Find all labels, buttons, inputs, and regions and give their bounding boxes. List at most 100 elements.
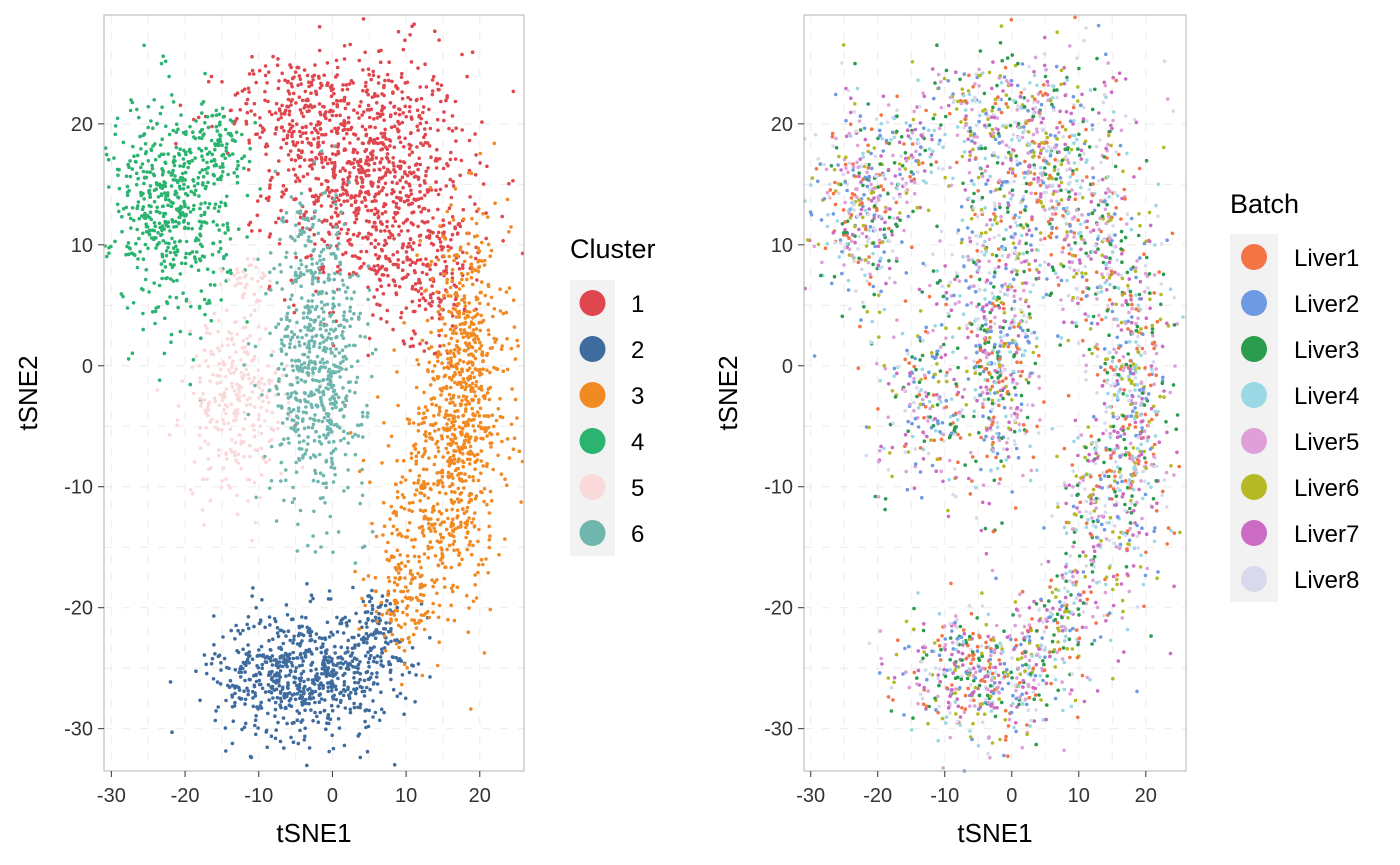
point-cluster-1 [365, 168, 370, 173]
point-cluster-1 [444, 98, 448, 103]
point-cluster-3 [440, 548, 444, 552]
point-cluster-3 [452, 328, 456, 332]
point-cluster-2 [237, 688, 242, 692]
point-cluster-5 [249, 263, 254, 267]
point-cluster-4 [201, 174, 206, 179]
point-batch-Liver5 [1072, 268, 1077, 273]
point-cluster-5 [211, 352, 216, 357]
point-cluster-1 [438, 240, 443, 244]
point-cluster-4 [224, 146, 228, 150]
point-cluster-1 [376, 75, 381, 79]
point-cluster-1 [367, 192, 371, 197]
point-cluster-2 [295, 692, 300, 696]
point-cluster-3 [487, 332, 491, 337]
point-cluster-1 [355, 151, 360, 155]
point-cluster-1 [245, 97, 250, 102]
point-cluster-2 [170, 730, 174, 734]
point-cluster-3 [453, 436, 458, 440]
point-cluster-3 [460, 432, 464, 436]
point-cluster-3 [467, 543, 472, 547]
point-cluster-1 [369, 241, 374, 246]
point-cluster-5 [252, 375, 257, 380]
point-cluster-3 [467, 516, 471, 520]
point-cluster-2 [301, 686, 306, 691]
point-cluster-2 [243, 697, 248, 702]
point-cluster-6 [349, 296, 354, 301]
point-cluster-1 [280, 190, 285, 194]
point-cluster-1 [290, 131, 294, 136]
point-cluster-2 [308, 633, 313, 638]
point-cluster-2 [265, 745, 270, 750]
point-cluster-6 [329, 374, 333, 379]
point-cluster-5 [261, 457, 266, 462]
point-cluster-2 [227, 666, 231, 671]
point-cluster-6 [292, 428, 296, 432]
point-cluster-3 [467, 437, 471, 441]
point-cluster-3 [429, 345, 434, 349]
point-cluster-6 [303, 243, 308, 248]
point-cluster-6 [293, 251, 298, 256]
point-cluster-3 [431, 610, 435, 615]
point-cluster-4 [180, 171, 185, 176]
point-cluster-1 [429, 230, 433, 234]
point-cluster-4 [219, 174, 224, 178]
point-cluster-1 [391, 156, 396, 160]
point-cluster-4 [124, 205, 129, 210]
point-cluster-2 [370, 588, 374, 593]
point-cluster-1 [378, 278, 383, 283]
point-batch-Liver4 [1115, 194, 1120, 198]
point-cluster-3 [461, 507, 465, 511]
point-cluster-3 [487, 524, 492, 529]
point-cluster-2 [312, 682, 317, 686]
point-cluster-3 [430, 277, 435, 281]
point-cluster-3 [475, 410, 480, 415]
point-cluster-1 [459, 158, 464, 163]
point-cluster-3 [450, 267, 455, 272]
point-cluster-1 [324, 116, 328, 121]
point-cluster-1 [300, 125, 305, 130]
point-cluster-3 [449, 441, 453, 446]
point-cluster-1 [375, 211, 380, 215]
point-cluster-6 [295, 414, 299, 419]
point-cluster-2 [331, 746, 336, 751]
point-cluster-3 [419, 565, 423, 570]
point-cluster-6 [253, 344, 258, 349]
point-cluster-3 [401, 589, 406, 594]
point-cluster-4 [172, 163, 177, 168]
point-cluster-1 [370, 153, 375, 158]
point-cluster-5 [217, 403, 222, 408]
point-cluster-2 [247, 650, 252, 654]
point-cluster-1 [331, 174, 336, 178]
point-cluster-2 [277, 683, 282, 688]
point-cluster-3 [407, 640, 412, 644]
point-cluster-2 [253, 718, 258, 722]
point-cluster-3 [457, 287, 462, 291]
point-cluster-3 [489, 498, 494, 503]
point-cluster-1 [393, 174, 397, 179]
point-cluster-2 [335, 630, 340, 634]
point-cluster-6 [333, 400, 338, 404]
point-cluster-1 [399, 229, 404, 233]
point-cluster-3 [480, 388, 484, 392]
point-cluster-6 [310, 405, 314, 410]
point-cluster-3 [473, 314, 478, 319]
point-cluster-2 [358, 702, 363, 707]
point-cluster-6 [365, 415, 370, 419]
point-cluster-2 [234, 623, 238, 628]
point-cluster-4 [182, 182, 186, 187]
point-cluster-1 [321, 140, 326, 145]
point-cluster-6 [290, 330, 294, 334]
point-cluster-1 [385, 224, 389, 229]
point-cluster-1 [437, 157, 442, 161]
point-cluster-2 [306, 688, 310, 692]
point-cluster-5 [259, 275, 263, 280]
point-cluster-5 [215, 373, 219, 378]
point-cluster-4 [191, 179, 196, 183]
point-cluster-2 [284, 662, 288, 667]
point-cluster-1 [334, 113, 339, 118]
point-cluster-1 [451, 179, 455, 184]
point-cluster-1 [379, 229, 383, 233]
point-cluster-2 [322, 709, 327, 713]
point-cluster-2 [379, 707, 384, 712]
point-cluster-1 [403, 171, 407, 176]
